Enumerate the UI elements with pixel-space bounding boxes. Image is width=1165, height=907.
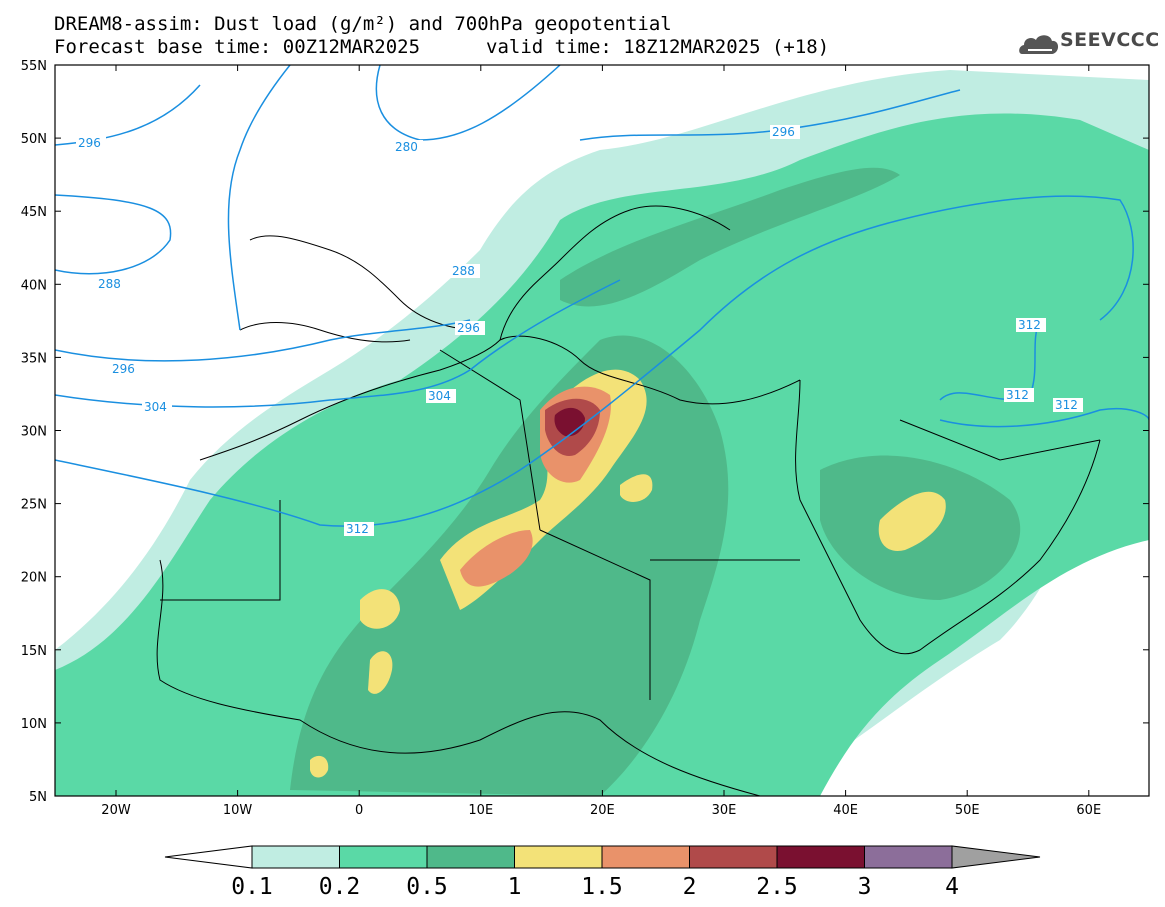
colorbar-label: 1 xyxy=(508,874,522,900)
lon-tick-label: 60E xyxy=(1076,803,1101,818)
longitude-axis: 20W 10W 0 10E 20E 30E 40E 50E 60E xyxy=(101,65,1101,818)
latitude-axis: 55N 50N 45N 40N 35N 30N 25N 20N 15N 10N 5N xyxy=(21,59,1149,805)
lon-tick-label: 50E xyxy=(955,803,980,818)
lat-tick-label: 20N xyxy=(21,571,47,586)
colorbar-label: 3 xyxy=(858,874,872,900)
valid-time-label: valid time: 18Z12MAR2025 (+18) xyxy=(486,36,830,58)
lon-tick-label: 40E xyxy=(833,803,858,818)
colorbar-low-arrow xyxy=(164,845,253,869)
contour-label: 312 xyxy=(1055,398,1078,412)
contour-label: 296 xyxy=(772,125,795,139)
colorbar-label: 2 xyxy=(683,874,697,900)
colorbar-swatch xyxy=(514,845,603,869)
contour-label: 304 xyxy=(144,400,167,414)
cloud-logo-icon xyxy=(1019,35,1059,54)
colorbar-swatch xyxy=(689,845,778,869)
dust-area-yellow-f xyxy=(310,755,329,778)
lon-tick-label: 20E xyxy=(590,803,615,818)
colorbar-high-arrow xyxy=(951,845,1041,869)
dust-area-orange xyxy=(460,530,533,587)
base-time-label: Forecast base time: 00Z12MAR2025 xyxy=(54,36,421,58)
contour-label: 304 xyxy=(428,389,451,403)
lat-tick-label: 55N xyxy=(21,59,47,74)
dust-area-dark-band xyxy=(560,167,900,307)
contour-label: 280 xyxy=(395,140,418,154)
colorbar-label: 1.5 xyxy=(581,874,623,900)
contour-labels: 296 280 288 288 296 296 304 304 312 296 … xyxy=(76,125,1083,536)
lon-tick-label: 10E xyxy=(468,803,493,818)
colorbar-swatch xyxy=(776,845,865,869)
dust-area-yellow-b xyxy=(360,589,400,629)
lon-tick-label: 20W xyxy=(101,803,131,818)
colorbar-swatch xyxy=(864,845,953,869)
map-title: DREAM8-assim: Dust load (g/m²) and 700hP… xyxy=(54,13,672,35)
lat-tick-label: 15N xyxy=(21,644,47,659)
lon-tick-label: 10W xyxy=(223,803,253,818)
lon-tick-label: 30E xyxy=(712,803,737,818)
lon-tick-label: 0 xyxy=(355,803,363,818)
colorbar-label: 0.2 xyxy=(319,874,361,900)
lat-tick-label: 50N xyxy=(21,132,47,147)
contour-label: 312 xyxy=(1006,388,1029,402)
colorbar: 0.1 0.2 0.5 1 1.5 2 2.5 3 4 xyxy=(164,845,1041,900)
contour-label: 312 xyxy=(1018,318,1041,332)
contour-label: 296 xyxy=(112,362,135,376)
lat-tick-label: 10N xyxy=(21,717,47,732)
contour-label: 288 xyxy=(452,264,475,278)
colorbar-label: 2.5 xyxy=(756,874,798,900)
colorbar-label: 0.5 xyxy=(406,874,448,900)
dust-area-yellow-d xyxy=(878,491,946,551)
contour-label: 296 xyxy=(457,321,480,335)
coastlines xyxy=(156,205,1101,796)
colorbar-swatch xyxy=(601,845,690,869)
colorbar-swatch xyxy=(426,845,515,869)
lat-tick-label: 5N xyxy=(29,790,47,805)
lat-tick-label: 30N xyxy=(21,425,47,440)
dust-area-yellow-c xyxy=(368,651,393,694)
dust-area-yellow-e xyxy=(620,474,653,502)
lat-tick-label: 45N xyxy=(21,205,47,220)
contour-label: 296 xyxy=(78,136,101,150)
colorbar-label: 0.1 xyxy=(231,874,273,900)
lat-tick-label: 40N xyxy=(21,278,47,293)
lat-tick-label: 35N xyxy=(21,351,47,366)
contour-label: 312 xyxy=(346,522,369,536)
contour-label: 288 xyxy=(98,277,121,291)
colorbar-swatch xyxy=(339,845,428,869)
colorbar-label: 4 xyxy=(945,874,959,900)
logo-text: SEEVCCC xyxy=(1060,29,1160,51)
lat-tick-label: 25N xyxy=(21,498,47,513)
colorbar-swatch xyxy=(251,845,340,869)
